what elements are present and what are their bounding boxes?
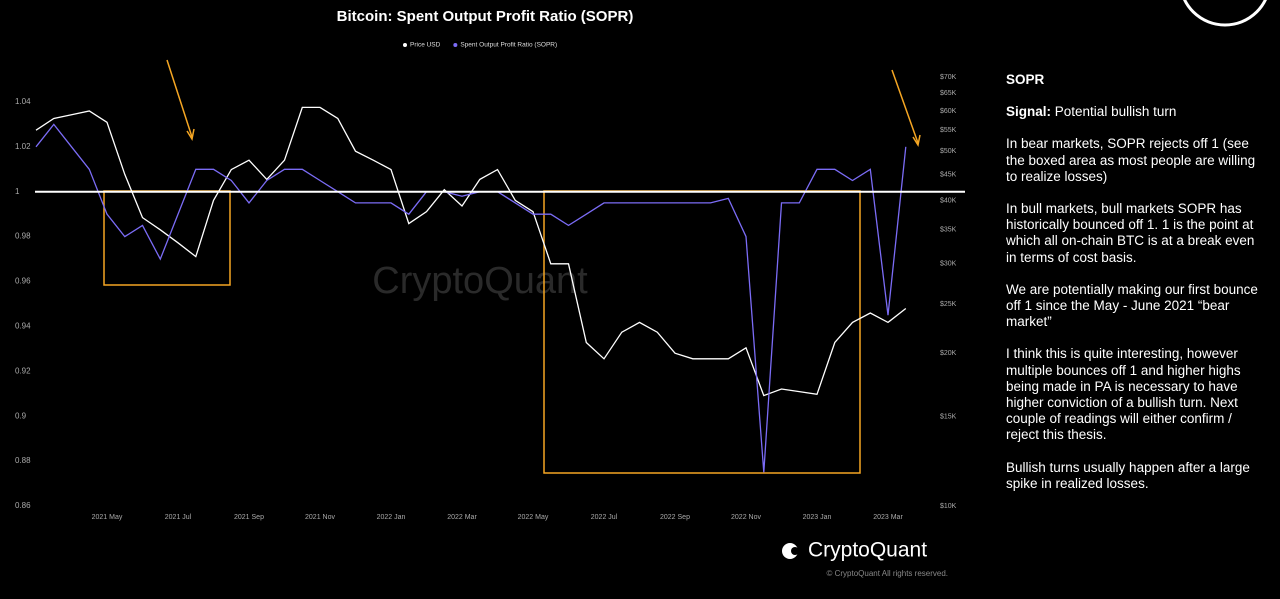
paragraph: I think this is quite interesting, howev…	[1006, 346, 1241, 443]
y2-tick-label: $25K	[940, 301, 957, 308]
brand: CryptoQuant	[808, 539, 927, 562]
arrow	[166, 59, 193, 138]
y2-tick-label: $40K	[940, 197, 957, 204]
legend-marker	[403, 43, 407, 47]
legend-label: Price USD	[410, 42, 441, 49]
y2-tick-label: $50K	[940, 148, 957, 155]
legend-label: Spent Output Profit Ratio (SOPR)	[460, 42, 557, 49]
x-tick-label: 2022 Nov	[731, 514, 761, 521]
chart: Bitcoin: Spent Output Profit Ratio (SOPR…	[15, 8, 965, 578]
y2-tick-label: $70K	[940, 74, 957, 81]
sidebar-heading: SOPR	[1006, 72, 1045, 87]
y-tick-label: 0.9	[15, 411, 27, 420]
y2-tick-label: $10K	[940, 503, 957, 510]
series-line	[35, 106, 907, 397]
highlight-box	[543, 190, 861, 474]
y-tick-label: 0.94	[15, 322, 31, 331]
paragraph: In bear markets, SOPR rejects off 1 (see…	[1006, 136, 1256, 184]
y2-tick-label: $60K	[940, 108, 957, 115]
logo-ring	[1183, 0, 1267, 27]
highlight-box	[103, 190, 231, 286]
y2-tick-label: $65K	[940, 90, 957, 97]
y2-tick-label: $35K	[940, 227, 957, 234]
x-tick-label: 2023 Jan	[803, 514, 832, 521]
y-tick-label: 1.04	[15, 97, 31, 106]
x-tick-label: 2021 Nov	[305, 514, 335, 521]
watermark: CryptoQuant	[372, 260, 588, 302]
arrow	[891, 69, 919, 144]
arrow-head	[912, 134, 921, 147]
x-tick-label: 2022 Jul	[591, 514, 618, 521]
legend-marker	[453, 43, 458, 47]
x-tick-label: 2022 May	[518, 514, 549, 521]
sidebar: SOPR Signal: Potential bullish turn In b…	[1006, 72, 1268, 508]
series-line	[35, 123, 907, 473]
paragraph: We are potentially making our first boun…	[1006, 281, 1258, 330]
copyright: © CryptoQuant All rights reserved.	[827, 569, 949, 578]
y-tick-label: 0.88	[15, 456, 31, 465]
x-tick-label: 2022 Sep	[660, 514, 690, 521]
y2-tick-label: $45K	[940, 171, 957, 178]
x-tick-label: 2021 Jul	[165, 514, 192, 521]
arrow-head	[186, 128, 195, 141]
chart-title: Bitcoin: Spent Output Profit Ratio (SOPR…	[337, 8, 634, 25]
paragraph: In bull markets, bull markets SOPR has h…	[1006, 201, 1255, 265]
x-tick-label: 2021 Sep	[234, 514, 264, 521]
brand-logo	[782, 543, 798, 559]
y-tick-label: 1	[15, 187, 20, 196]
x-tick-label: 2022 Mar	[447, 514, 477, 521]
y2-tick-label: $15K	[940, 413, 957, 420]
paragraphs: In bear markets, SOPR rejects off 1 (see…	[1006, 136, 1268, 492]
x-tick-label: 2022 Jan	[377, 514, 406, 521]
y-tick-label: 0.98	[15, 232, 31, 241]
y2-tick-label: $30K	[940, 261, 957, 268]
paragraph: Bullish turns usually happen after a lar…	[1006, 459, 1250, 491]
y-tick-label: 0.86	[15, 501, 31, 510]
y-tick-label: 0.96	[15, 277, 31, 286]
y2-tick-label: $20K	[940, 350, 957, 357]
signal-label: Signal:	[1006, 104, 1052, 120]
x-tick-label: 2021 May	[92, 514, 123, 521]
y-tick-label: 0.92	[15, 366, 31, 375]
brand-logo	[791, 547, 799, 555]
x-tick-label: 2023 Mar	[873, 514, 903, 521]
y2-tick-label: $55K	[940, 127, 957, 134]
signal: Potential bullish turn	[1054, 104, 1177, 120]
y-tick-label: 1.02	[15, 142, 31, 151]
plot: 0.86 0.88 0.9 0.92 0.94 0.96 0.98 1 1.02 1.04 $10K…	[15, 42, 965, 521]
